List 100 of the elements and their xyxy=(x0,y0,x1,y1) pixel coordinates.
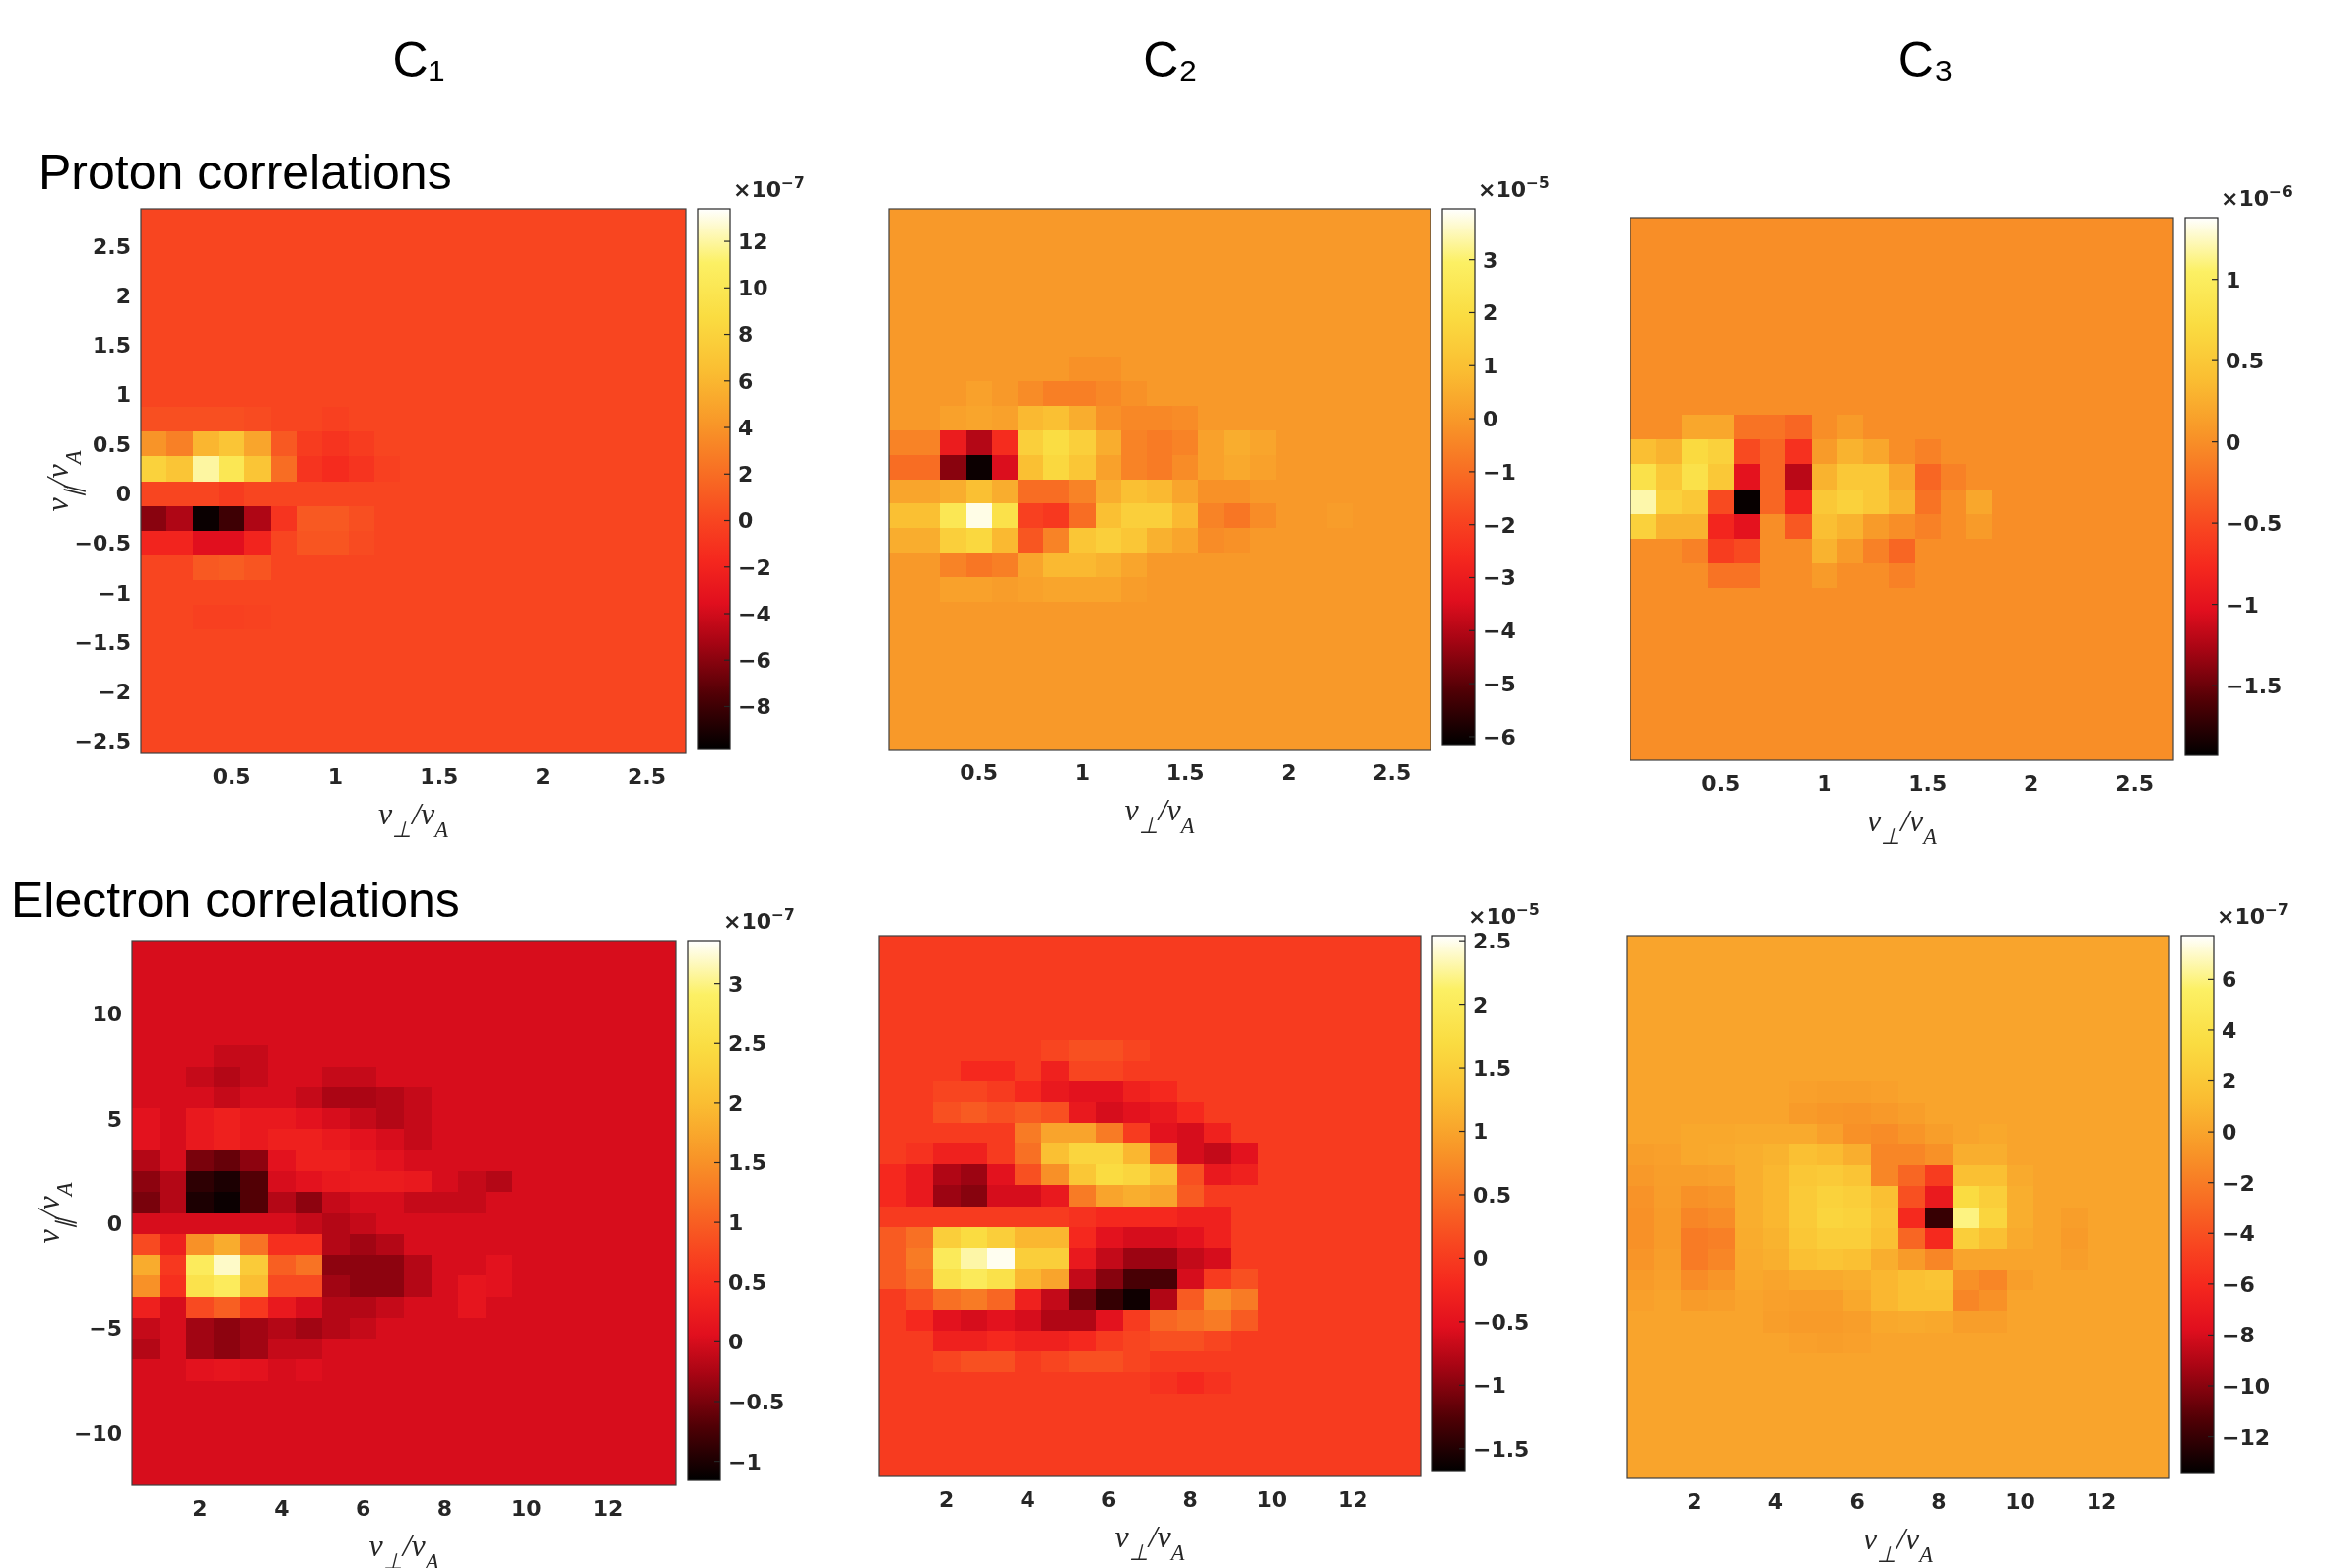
x-tick-label: 12 xyxy=(1337,1487,1368,1512)
color-bar-label: −1 xyxy=(1483,459,1516,485)
color-bar-label: −1 xyxy=(728,1449,762,1474)
color-bar-label: −2 xyxy=(2222,1170,2255,1196)
x-tick-label: 2 xyxy=(939,1487,955,1512)
y-tick-label: 2.5 xyxy=(93,233,131,259)
y-tick-label: −1.5 xyxy=(74,629,131,655)
y-tick-label: 0 xyxy=(115,481,131,506)
x-tick-label: 4 xyxy=(1767,1489,1784,1514)
color-bar-label: 0 xyxy=(2222,1120,2237,1145)
y-tick-label: 5 xyxy=(106,1106,122,1132)
chart-title: C₁ xyxy=(392,33,445,88)
color-bar-title: ×10$^{−7}$ xyxy=(2217,901,2289,929)
y-tick-label: 1.5 xyxy=(93,333,131,359)
x-axis-title: v$_{⊥}$/v$_{A}$ xyxy=(1867,803,1938,849)
color-bar-label: 2.5 xyxy=(728,1031,766,1057)
x-axis-title: v$_{⊥}$/v$_{A}$ xyxy=(368,1528,439,1568)
x-tick-label: 1 xyxy=(327,764,344,789)
color-bar-label: 2 xyxy=(728,1090,744,1116)
color-bar-label: −2 xyxy=(738,555,771,580)
x-tick-label: 6 xyxy=(355,1496,371,1521)
x-tick-label: 12 xyxy=(592,1496,624,1521)
x-tick-label: 2.5 xyxy=(2115,771,2155,796)
color-bar-label: 8 xyxy=(738,322,754,348)
color-bar-title: ×10$^{−5}$ xyxy=(1468,901,1540,929)
color-bar-label: 1 xyxy=(728,1210,744,1236)
color-bar-label: 0.5 xyxy=(1473,1182,1511,1208)
color-bar-label: −6 xyxy=(738,648,771,674)
color-bar-label: 2.5 xyxy=(1473,929,1511,954)
y-tick-label: 2 xyxy=(115,283,131,308)
color-bar-label: −8 xyxy=(2222,1323,2255,1348)
color-bar-label: 4 xyxy=(2222,1017,2237,1043)
color-bar-label: 2 xyxy=(1483,300,1498,326)
color-bar-label: −12 xyxy=(2222,1424,2271,1450)
color-bar-label: −0.5 xyxy=(1473,1309,1530,1335)
x-tick-label: 8 xyxy=(1931,1489,1947,1514)
y-tick-label: 0.5 xyxy=(93,431,131,457)
color-bar-label: −4 xyxy=(1483,619,1516,644)
color-bar-title: ×10$^{−7}$ xyxy=(723,906,795,934)
y-tick-label: −0.5 xyxy=(74,531,131,556)
color-bar-label: −6 xyxy=(2222,1272,2255,1297)
color-bar-label: 1 xyxy=(1483,354,1498,379)
color-bar-label: 2 xyxy=(1473,992,1489,1017)
color-bar-label: 3 xyxy=(1483,247,1498,273)
color-bar-label: −2 xyxy=(1483,512,1516,538)
color-bar-label: −6 xyxy=(1483,724,1516,750)
color-bar-title: ×10$^{−5}$ xyxy=(1478,174,1550,202)
color-bar-label: −4 xyxy=(738,601,771,626)
color-bar-label: −0.5 xyxy=(728,1389,785,1414)
x-tick-label: 6 xyxy=(1849,1489,1865,1514)
x-tick-label: 2 xyxy=(1687,1489,1702,1514)
x-tick-label: 1.5 xyxy=(1165,760,1205,785)
y-tick-label: −5 xyxy=(89,1316,122,1341)
x-tick-label: 8 xyxy=(436,1496,453,1521)
color-bar-label: 6 xyxy=(738,368,754,394)
x-tick-label: 1.5 xyxy=(1908,771,1948,796)
chart-subtitle: Electron correlations xyxy=(11,873,460,928)
color-bar-label: −10 xyxy=(2222,1373,2271,1399)
x-axis-title: v$_{⊥}$/v$_{A}$ xyxy=(1863,1521,1934,1567)
x-axis-title: v$_{⊥}$/v$_{A}$ xyxy=(1114,1519,1185,1565)
x-tick-label: 0.5 xyxy=(212,764,251,789)
color-bar-title: ×10$^{−6}$ xyxy=(2221,183,2293,211)
x-tick-label: 2 xyxy=(192,1496,208,1521)
color-bar-label: −1 xyxy=(1473,1373,1506,1399)
color-bar-label: 0 xyxy=(1483,407,1498,431)
x-tick-label: 0.5 xyxy=(1701,771,1741,796)
x-tick-label: 0.5 xyxy=(960,760,999,785)
chart-title: C₃ xyxy=(1897,33,1955,88)
x-tick-label: 6 xyxy=(1101,1487,1117,1512)
x-tick-label: 2 xyxy=(535,764,551,789)
x-tick-label: 10 xyxy=(510,1496,542,1521)
color-bar-label: 4 xyxy=(738,415,754,440)
color-bar-label: 1 xyxy=(2226,267,2241,293)
color-bar-label: −4 xyxy=(2222,1221,2255,1247)
x-tick-label: 2 xyxy=(2024,771,2039,796)
x-tick-label: 10 xyxy=(2005,1489,2035,1514)
color-bar-label: 6 xyxy=(2222,967,2237,993)
color-bar-label: −3 xyxy=(1483,565,1516,591)
color-bar-label: 1 xyxy=(1473,1119,1489,1144)
x-axis-title: v$_{⊥}$/v$_{A}$ xyxy=(378,796,449,842)
color-bar-label: −1.5 xyxy=(2226,673,2283,698)
y-tick-label: 10 xyxy=(92,1002,122,1027)
x-tick-label: 4 xyxy=(274,1496,290,1521)
color-bar-label: 0 xyxy=(738,508,754,534)
chart-subtitle: Proton correlations xyxy=(38,145,452,200)
x-tick-label: 2.5 xyxy=(1372,760,1412,785)
x-tick-label: 2.5 xyxy=(628,764,666,789)
x-tick-label: 12 xyxy=(2086,1489,2117,1514)
color-bar-label: 0 xyxy=(1473,1246,1489,1272)
color-bar-label: 0 xyxy=(2226,429,2241,455)
x-axis-title: v$_{⊥}$/v$_{A}$ xyxy=(1124,792,1195,838)
color-bar-label: 10 xyxy=(738,276,768,301)
color-bar-label: 1.5 xyxy=(1473,1055,1511,1080)
x-tick-label: 1.5 xyxy=(420,764,459,789)
y-tick-label: 1 xyxy=(115,382,131,408)
y-tick-label: 0 xyxy=(106,1211,122,1237)
color-bar-label: −1 xyxy=(2226,592,2259,618)
x-tick-label: 2 xyxy=(1281,760,1297,785)
color-bar-label: 2 xyxy=(738,462,754,488)
color-bar-label: 0.5 xyxy=(728,1270,766,1295)
